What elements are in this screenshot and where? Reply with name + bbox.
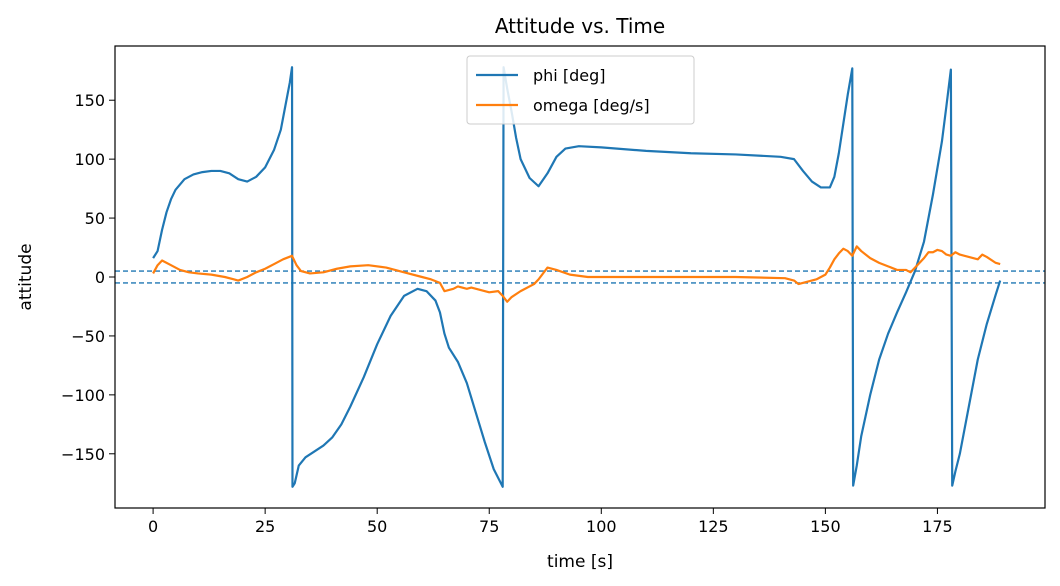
axis-ticks: 0 25 50 75 100 125 150 175 −150 −100 −50 0 50 100 150 — [61, 91, 953, 536]
x-tick-label: 150 — [810, 517, 841, 536]
legend-label-phi: phi [deg] — [533, 66, 605, 85]
y-tick-label: 150 — [74, 91, 105, 110]
series-line-1 — [152, 245, 1001, 303]
series-line-0 — [152, 66, 1002, 488]
x-tick-label: 75 — [479, 517, 499, 536]
x-tick-label: 100 — [586, 517, 617, 536]
y-tick-label: 50 — [85, 209, 105, 228]
y-tick-label: −150 — [61, 445, 105, 464]
x-tick-label: 125 — [698, 517, 729, 536]
legend-box — [466, 55, 695, 125]
legend-label-omega: omega [deg/s] — [533, 96, 650, 115]
y-tick-label: −50 — [71, 327, 105, 346]
x-tick-label: 0 — [148, 517, 158, 536]
plot-area — [115, 66, 1045, 488]
y-axis-label: attitude — [16, 243, 36, 310]
chart-title: Attitude vs. Time — [495, 14, 665, 38]
x-tick-label: 175 — [922, 517, 953, 536]
y-tick-label: 0 — [95, 268, 105, 287]
x-tick-label: 50 — [367, 517, 387, 536]
y-tick-label: −100 — [61, 386, 105, 405]
y-tick-label: 100 — [74, 150, 105, 169]
legend: phi [deg] omega [deg/s] — [466, 55, 695, 125]
x-axis-label: time [s] — [547, 552, 613, 572]
x-tick-label: 25 — [255, 517, 275, 536]
